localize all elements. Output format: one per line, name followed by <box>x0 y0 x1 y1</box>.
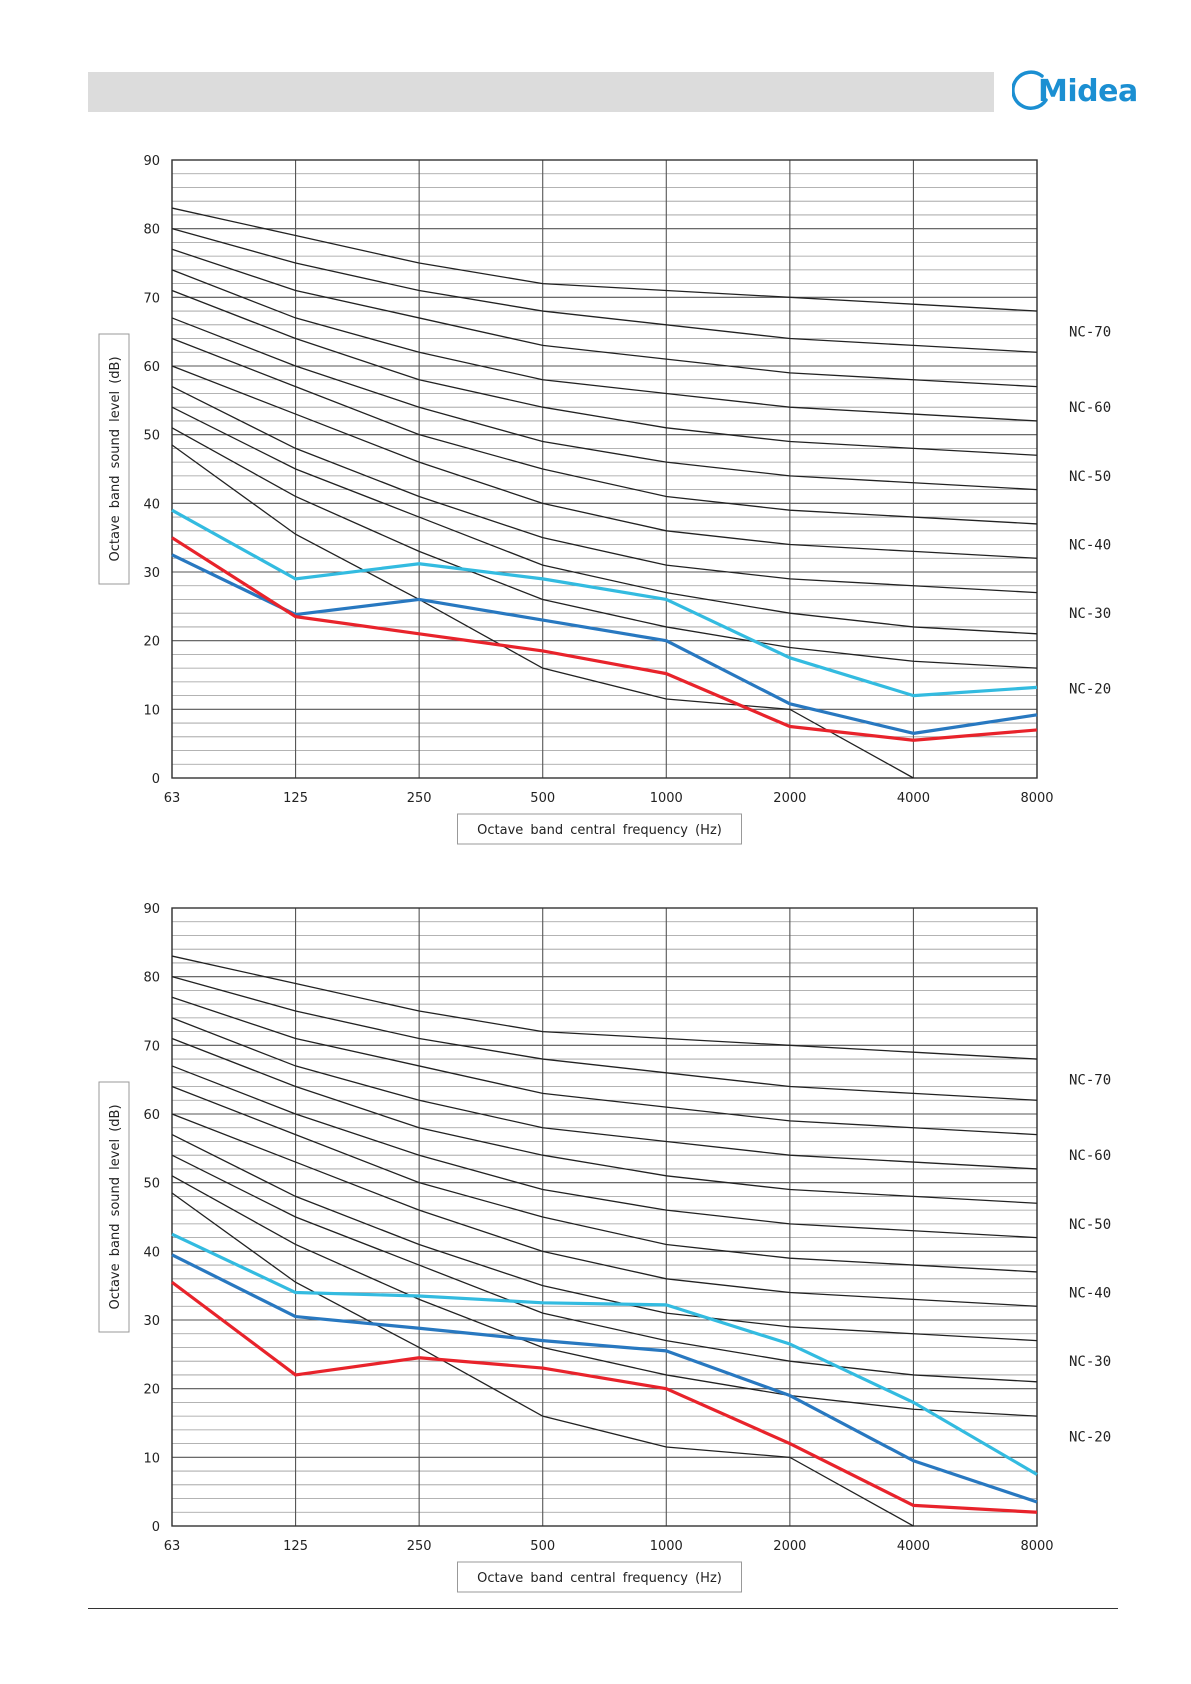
y-tick-label: 80 <box>143 223 160 238</box>
nc-label: NC-70 <box>1069 325 1111 341</box>
nc-curve <box>171 365 1038 559</box>
nc-curve <box>171 1154 1038 1383</box>
y-tick-label: 0 <box>152 772 160 787</box>
nc-curve <box>171 406 1038 635</box>
x-axis-label: Octave band central frequency (Hz) <box>477 1571 722 1586</box>
data-series-line <box>171 553 1038 735</box>
y-tick-label: 30 <box>143 566 160 581</box>
nc-label: NC-50 <box>1069 469 1111 485</box>
nc-curve <box>171 269 1038 422</box>
midea-logo <box>1012 70 1122 114</box>
x-axis-label: Octave band central frequency (Hz) <box>477 823 722 838</box>
noise-chart-1: 0 10 20 30 40 50 60 70 80 90 63 125 250 500 1000 2000 40… <box>0 150 1191 850</box>
nc-curve <box>171 444 914 779</box>
y-tick-label: 30 <box>143 1314 160 1329</box>
nc-label: NC-20 <box>1069 682 1111 698</box>
y-axis-label-box <box>98 1081 130 1333</box>
data-series-line <box>171 1232 1038 1476</box>
x-tick-label: 125 <box>283 791 308 806</box>
x-tick-label: 63 <box>164 791 181 806</box>
y-tick-label: 10 <box>143 1451 160 1466</box>
nc-curve <box>171 207 1038 312</box>
y-tick-label: 70 <box>143 291 160 306</box>
y-axis-label: Octave band sound level (dB) <box>108 1104 123 1309</box>
plot-frame <box>171 159 1038 779</box>
footer-rule <box>88 1608 1118 1609</box>
data-series-line <box>171 508 1038 698</box>
x-tick-label: 125 <box>283 1539 308 1554</box>
data-series-line <box>171 1280 1038 1514</box>
nc-label: NC-60 <box>1069 400 1111 416</box>
midea-logo-mark-icon <box>1012 70 1048 110</box>
nc-label: NC-60 <box>1069 1148 1111 1164</box>
y-tick-label: 10 <box>143 703 160 718</box>
y-tick-label: 50 <box>143 1177 160 1192</box>
x-tick-label: 8000 <box>1020 791 1053 806</box>
x-tick-label: 8000 <box>1020 1539 1053 1554</box>
nc-label: NC-30 <box>1069 606 1111 622</box>
y-axis-label-group: Octave band sound level (dB) <box>98 333 130 585</box>
data-series-line <box>171 536 1038 742</box>
nc-curve <box>171 248 1038 388</box>
nc-curve <box>171 228 1038 353</box>
nc-curve <box>171 1134 1038 1342</box>
nc-curve <box>171 1037 1038 1204</box>
y-tick-label: 20 <box>143 635 160 650</box>
y-axis-label-group: Octave band sound level (dB) <box>98 1081 130 1333</box>
nc-label: NC-20 <box>1069 1430 1111 1446</box>
noise-chart-2: 0 10 20 30 40 50 60 70 80 90 63 125 250 500 1000 2000 40… <box>0 898 1191 1598</box>
y-tick-label: 40 <box>143 497 160 512</box>
x-tick-label: 4000 <box>897 791 930 806</box>
nc-label: NC-40 <box>1069 1286 1111 1302</box>
x-tick-label: 250 <box>407 1539 432 1554</box>
x-axis-label-box <box>457 1561 742 1593</box>
x-tick-label: 4000 <box>897 1539 930 1554</box>
y-axis-label-box <box>98 333 130 585</box>
nc-curve <box>171 1065 1038 1239</box>
x-tick-label: 1000 <box>650 1539 683 1554</box>
y-tick-label: 80 <box>143 971 160 986</box>
x-tick-label: 500 <box>530 1539 555 1554</box>
nc-curve <box>171 955 1038 1060</box>
nc-curve <box>171 337 1038 525</box>
y-tick-label: 60 <box>143 1108 160 1123</box>
x-tick-label: 1000 <box>650 791 683 806</box>
y-tick-label: 0 <box>152 1520 160 1535</box>
x-tick-label: 63 <box>164 1539 181 1554</box>
nc-label: NC-30 <box>1069 1354 1111 1370</box>
nc-label: NC-50 <box>1069 1217 1111 1233</box>
noise-chart-2-svg: 0 10 20 30 40 50 60 70 80 90 63 125 250 500 1000 2000 40… <box>98 902 1111 1593</box>
midea-logo-text: Midea <box>1038 74 1138 109</box>
nc-label: NC-40 <box>1069 538 1111 554</box>
y-tick-label: 50 <box>143 429 160 444</box>
nc-curve <box>171 1085 1038 1273</box>
nc-curve <box>171 289 1038 456</box>
y-tick-label: 90 <box>143 902 160 917</box>
y-tick-label: 90 <box>143 154 160 169</box>
x-axis-label-box <box>457 813 742 845</box>
nc-label: NC-70 <box>1069 1073 1111 1089</box>
nc-curve <box>171 976 1038 1101</box>
nc-curve <box>171 996 1038 1136</box>
x-tick-label: 250 <box>407 791 432 806</box>
x-tick-label: 2000 <box>773 791 806 806</box>
nc-curve <box>171 1113 1038 1307</box>
nc-curve <box>171 1017 1038 1170</box>
y-tick-label: 20 <box>143 1383 160 1398</box>
y-axis-label: Octave band sound level (dB) <box>108 356 123 561</box>
plot-frame <box>171 907 1038 1527</box>
y-tick-label: 70 <box>143 1039 160 1054</box>
nc-curve <box>171 317 1038 491</box>
nc-curve <box>171 1192 914 1527</box>
nc-curve <box>171 386 1038 594</box>
x-tick-label: 500 <box>530 791 555 806</box>
header-bar <box>88 72 994 112</box>
y-tick-label: 40 <box>143 1245 160 1260</box>
noise-chart-1-svg: 0 10 20 30 40 50 60 70 80 90 63 125 250 500 1000 2000 40… <box>98 154 1111 845</box>
data-series-line <box>171 1253 1038 1504</box>
nc-curve <box>171 427 1038 669</box>
x-tick-label: 2000 <box>773 1539 806 1554</box>
nc-curve <box>171 1175 1038 1417</box>
y-tick-label: 60 <box>143 360 160 375</box>
